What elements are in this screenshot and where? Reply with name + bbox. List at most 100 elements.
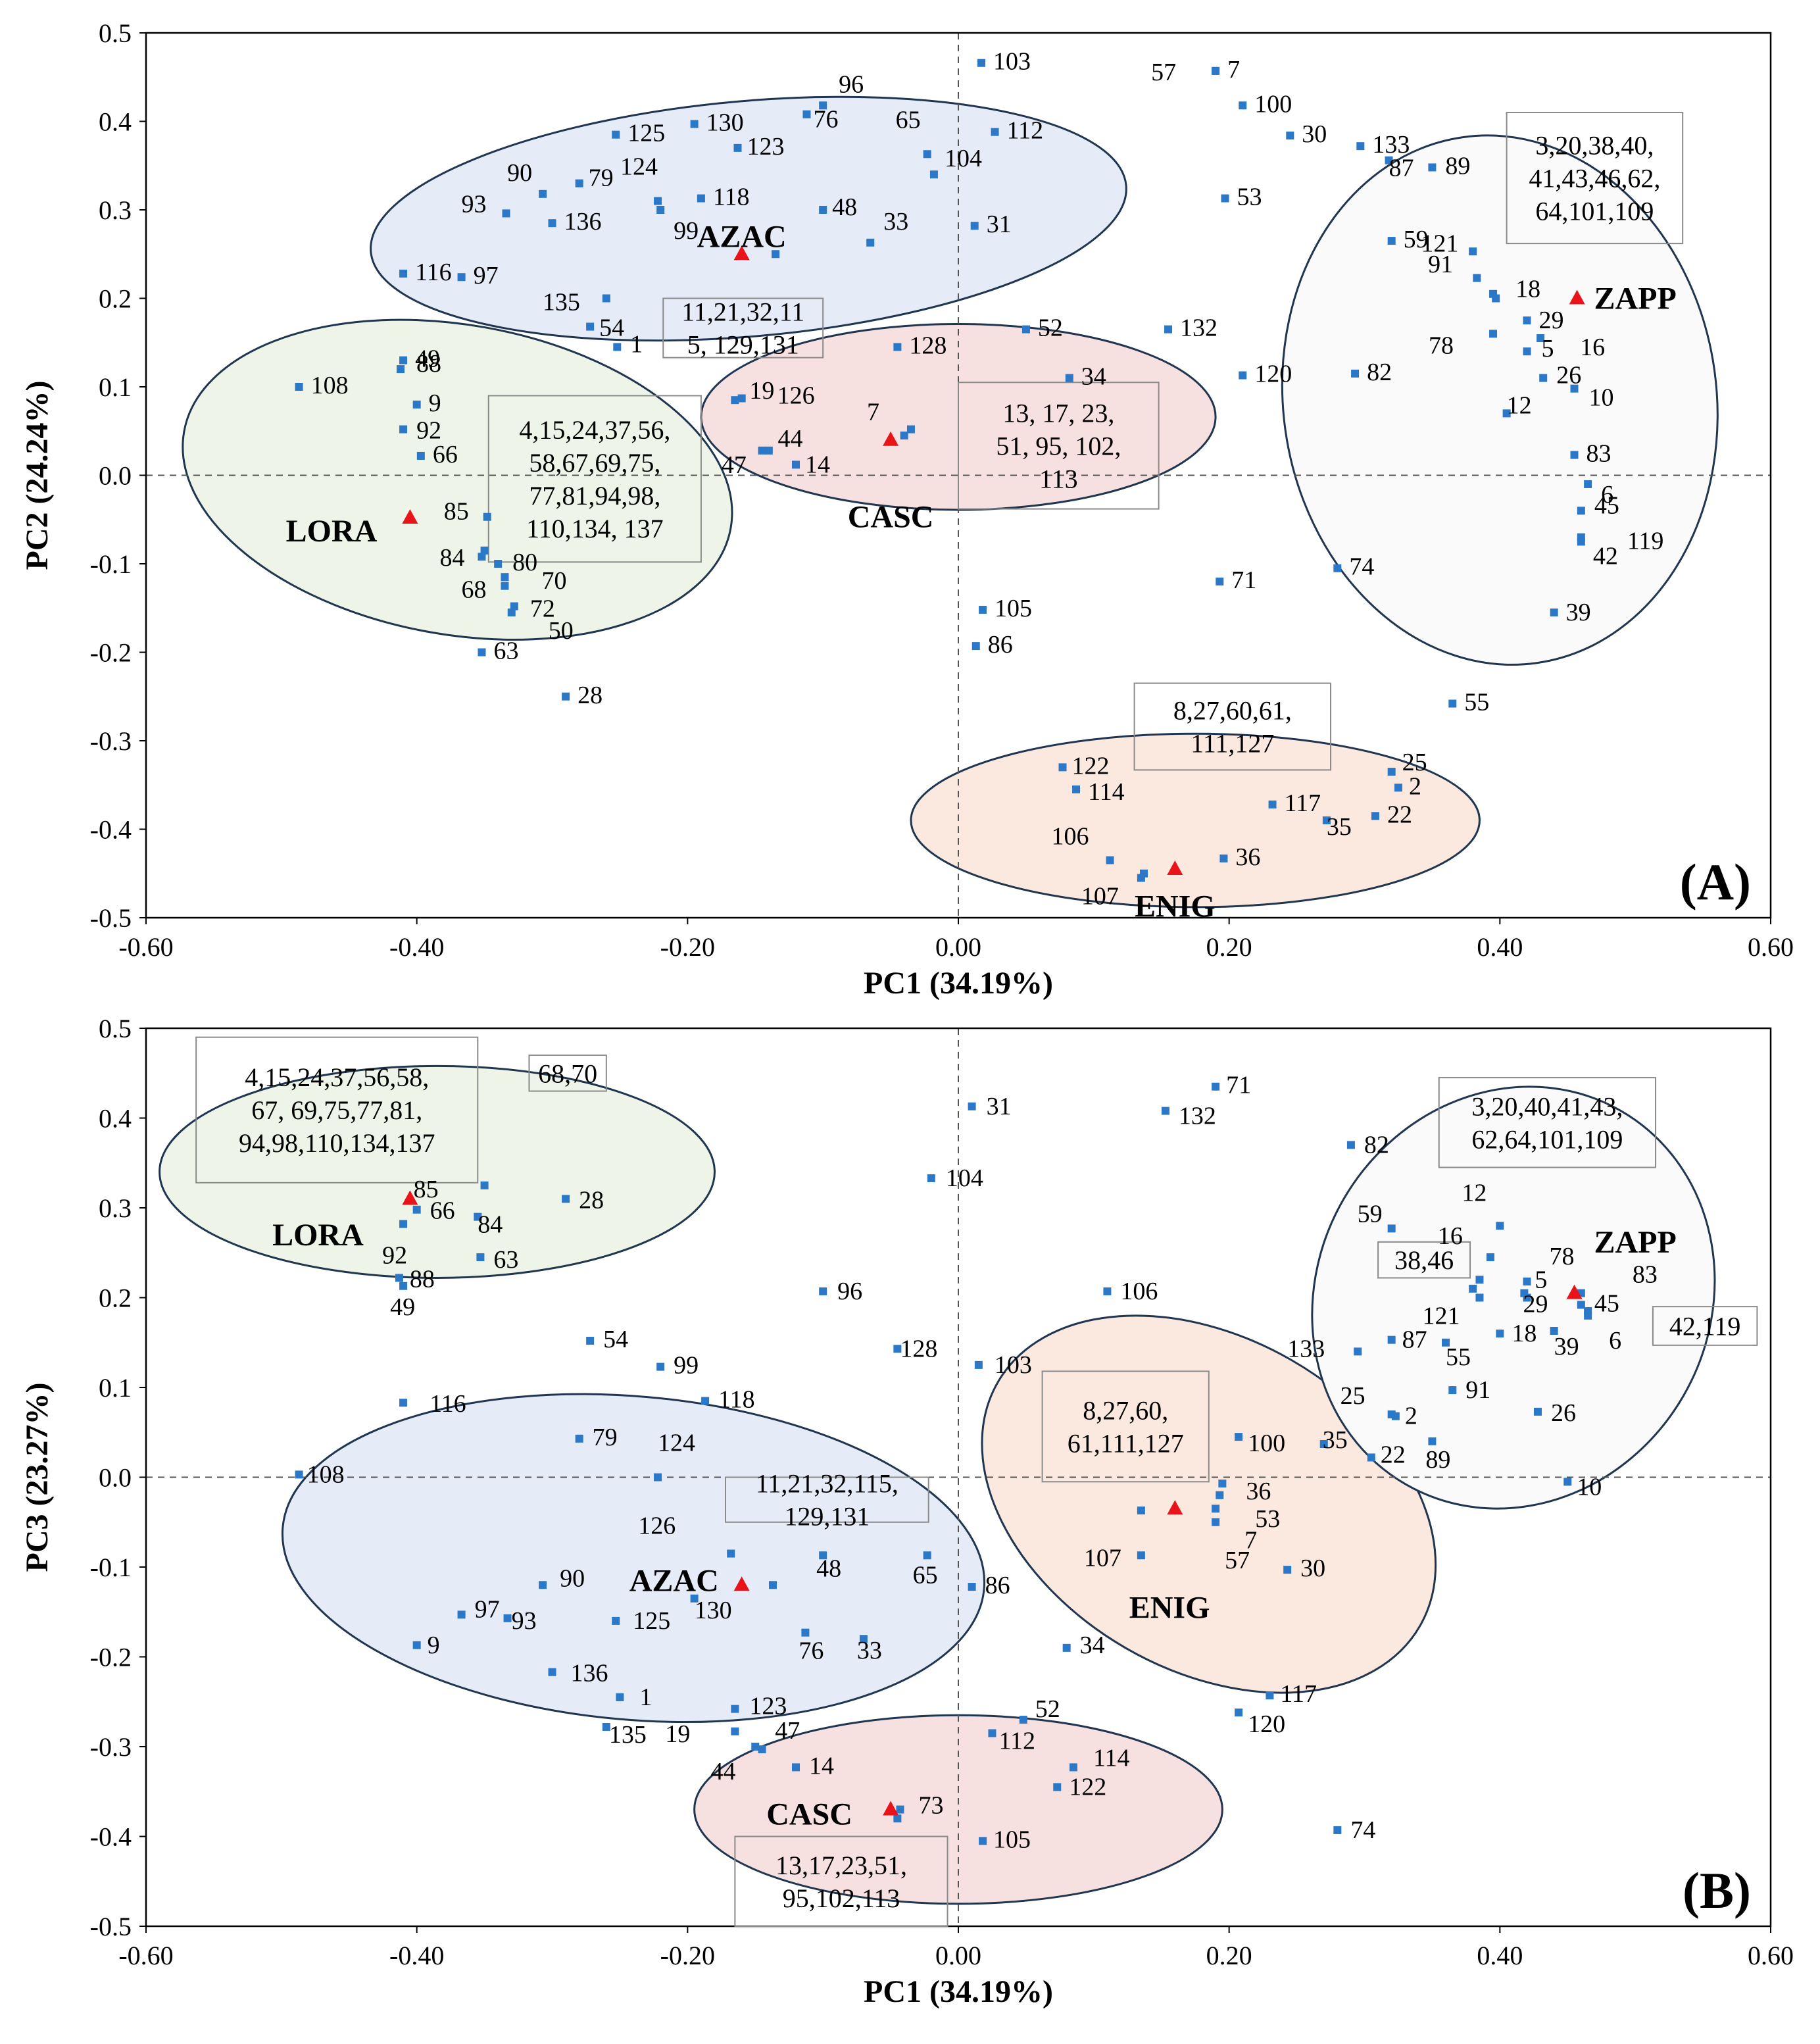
point-marker [1448,1386,1457,1395]
point-label: 91 [1465,1376,1490,1404]
point-label: 35 [1323,1426,1348,1454]
point-label: 71 [1231,566,1256,594]
point-label: 104 [946,1164,983,1192]
callout-text: 95,102,113 [783,1883,900,1913]
point-marker [656,206,665,214]
y-tick-label: 0.2 [99,284,132,314]
point-marker [1387,1335,1396,1344]
y-tick-label: 0.0 [99,461,132,491]
callout-box [1041,1370,1210,1483]
point-marker [656,1362,665,1371]
point-label: 34 [1081,363,1106,391]
point-label: 28 [578,682,603,709]
y-tick-label: 0.4 [99,1104,132,1134]
group-label: ENIG [1129,1590,1210,1625]
callout-text: 13, 17, 23, [1002,398,1114,428]
point-label: 121 [1422,1303,1460,1330]
y-tick-label: -0.1 [90,549,132,579]
point-marker [412,1641,421,1649]
point-label: 74 [1350,1816,1375,1844]
callout-box [1652,1306,1758,1346]
point-label: 117 [1280,1680,1317,1708]
point-label: 14 [809,1752,834,1780]
point-label: 18 [1512,1320,1537,1347]
point-label: 30 [1300,1555,1325,1582]
point-label: 107 [1084,1544,1121,1572]
point-marker [1235,1708,1243,1717]
callout-text: 111,127 [1191,728,1274,758]
point-marker [1496,1330,1504,1338]
centroid-marker [733,245,750,261]
point-label: 19 [749,377,774,405]
y-tick-label: 0.5 [99,18,132,48]
point-label: 70 [541,567,566,595]
callout-box [528,1054,607,1092]
point-marker [1539,374,1548,382]
point-label: 119 [1627,528,1664,555]
point-marker [501,573,509,582]
point-marker [295,383,303,391]
point-marker [416,451,425,460]
point-marker [1584,480,1592,488]
point-label: 83 [1586,440,1611,468]
point-label: 135 [609,1721,647,1749]
callout-box [195,1036,479,1184]
point-marker [1268,800,1277,809]
point-label: 117 [1285,789,1321,817]
point-marker [1058,763,1067,772]
point-label: 5 [1542,335,1554,362]
point-label: 96 [839,70,864,98]
point-label: 84 [439,544,464,572]
point-label: 18 [1515,276,1540,303]
point-label: 26 [1551,1399,1576,1427]
point-marker [399,1399,408,1407]
point-label: 54 [603,1326,628,1353]
point-label: 57 [1151,59,1176,86]
point-marker [1448,699,1457,708]
point-marker [1354,1347,1362,1356]
point-label: 6 [1609,1327,1621,1355]
point-marker [586,322,595,331]
point-label: 76 [813,106,838,134]
callout-box [662,297,824,359]
panel-b-pc1-pc3: -0.60 -0.40 -0.20 0.00 0.20 0.40 0.60 -0.5 -0.4 -… [20,1014,1794,2009]
point-label: 123 [747,133,784,161]
point-label: 103 [993,48,1031,76]
point-marker [562,692,570,701]
point-label: 120 [1254,361,1292,388]
point-marker [893,343,902,351]
point-marker [1523,347,1531,356]
y-tick-label: 0.2 [99,1284,132,1313]
point-label: 85 [414,1176,439,1203]
point-label: 63 [493,1246,518,1274]
point-label: 5 [1535,1266,1547,1294]
point-marker [1216,1491,1224,1499]
point-marker [613,343,622,351]
callout-text: 64,101,109 [1535,197,1654,226]
point-marker [1577,537,1585,546]
point-label: 34 [1080,1632,1105,1659]
point-marker [1212,66,1220,75]
point-marker [1266,1691,1274,1700]
point-label: 12 [1507,391,1532,419]
point-marker [968,1583,976,1591]
x-axis-title: PC1 (34.19%) [864,966,1053,1001]
panel-label: (A) [1680,853,1751,910]
point-label: 29 [1539,307,1564,334]
point-label: 22 [1387,801,1412,828]
point-marker [792,461,800,469]
point-label: 105 [995,595,1032,622]
point-marker [548,219,556,228]
point-marker [893,1814,902,1823]
group-label: ZAPP [1594,1225,1677,1260]
x-tick-label: 0.00 [935,932,981,962]
point-marker [896,1805,904,1814]
point-label: 72 [530,595,555,623]
point-marker [1570,451,1579,459]
point-label: 55 [1464,689,1489,716]
point-marker [1475,1293,1484,1302]
point-label: 90 [560,1564,585,1592]
point-marker [697,194,705,203]
point-marker [1523,1277,1531,1285]
